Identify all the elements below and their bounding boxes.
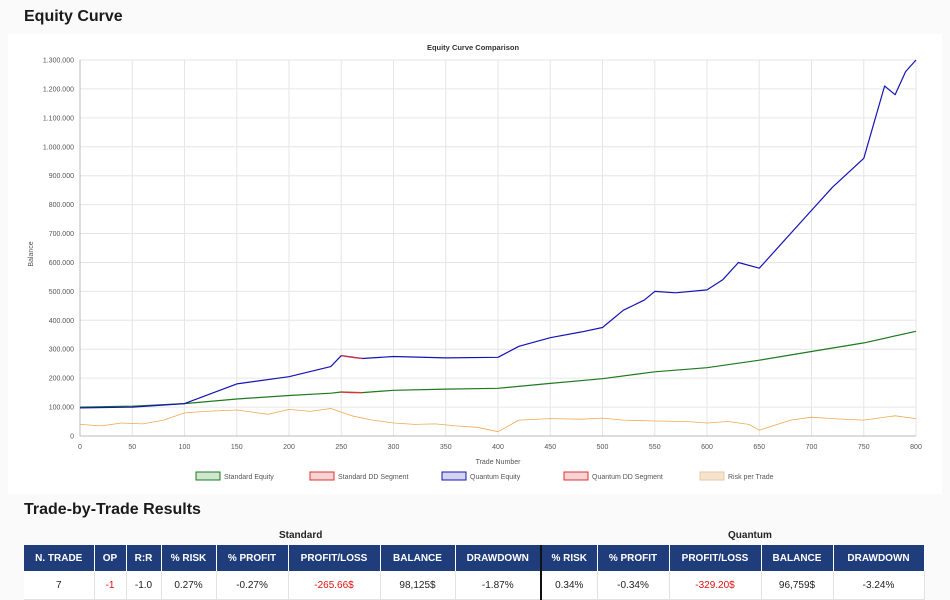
group-label-quantum: Quantum [728, 530, 772, 541]
legend-item[interactable]: Standard DD Segment [309, 471, 408, 481]
legend-swatch [563, 471, 589, 481]
legend-swatch [441, 471, 467, 481]
x-tick-label: 150 [231, 444, 243, 451]
table-row: 7 -1 -1.0 0.27% -0.27% -265.66$ 98,125$ -1.87% 0… [24, 571, 925, 600]
table-cell: -329.20$ [669, 571, 762, 600]
table-cell: 96,759$ [761, 571, 834, 600]
column-header: N. TRADE [24, 545, 95, 571]
equity-chart: 0 50 100 150 200 250 300 350 400 450 500 550 600 650 7… [28, 43, 922, 481]
legend-swatch [699, 471, 725, 481]
table-cell: 0.27% [161, 571, 217, 600]
y-tick-label: 300.000 [49, 347, 74, 354]
y-tick-label: 700.000 [49, 231, 74, 238]
column-header: % RISK [540, 545, 598, 571]
y-tick-label: 100.000 [49, 405, 74, 412]
legend-item[interactable]: Standard Equity [195, 471, 274, 481]
standard-equity-line [79, 330, 917, 408]
chart-title: Equity Curve Comparison [427, 43, 520, 52]
x-tick-label: 450 [544, 444, 556, 451]
column-header: BALANCE [380, 545, 456, 571]
column-header: BALANCE [761, 545, 834, 571]
legend-label: Quantum Equity [470, 474, 521, 481]
table-cell: 7 [24, 571, 95, 600]
legend-item[interactable]: Quantum DD Segment [563, 471, 663, 481]
chart-axes: 0 50 100 150 200 250 300 350 400 450 500 550 600 650 7… [43, 58, 922, 452]
y-tick-label: 600.000 [49, 260, 74, 267]
x-tick-label: 100 [179, 444, 191, 451]
y-tick-label: 0 [70, 434, 74, 441]
y-tick-label: 800.000 [49, 202, 74, 209]
column-header: PROFIT/LOSS [288, 545, 381, 571]
x-tick-label: 600 [701, 444, 713, 451]
table-header-row: N. TRADE OP R:R% RISK% PROFIT PROFIT/LOSS BA… [24, 545, 925, 571]
trade-results-table-wrap: Standard Quantum N. TRADE OP R:R% RISK% PR… [24, 528, 925, 600]
group-label-standard: Standard [279, 530, 323, 541]
y-axis-label: Balance [28, 241, 35, 266]
y-tick-label: 1.000.000 [43, 144, 74, 151]
y-tick-label: 200.000 [49, 376, 74, 383]
equity-chart-card: 0 50 100 150 200 250 300 350 400 450 500 550 600 650 7… [8, 34, 942, 494]
x-tick-label: 400 [492, 444, 504, 451]
equity-curve-heading: Equity Curve [24, 8, 123, 25]
y-tick-label: 1.100.000 [43, 115, 74, 122]
y-tick-label: 900.000 [49, 173, 74, 180]
table-cell: -0.27% [216, 571, 289, 600]
column-header: DRAWDOWN [455, 545, 542, 571]
table-cell: -0.34% [597, 571, 670, 600]
legend-label: Standard DD Segment [338, 474, 408, 481]
x-tick-label: 700 [806, 444, 818, 451]
table-cell: -1.0 [126, 571, 162, 600]
x-tick-label: 50 [128, 444, 136, 451]
chart-grid [79, 59, 917, 437]
column-header: R:R [126, 545, 162, 571]
legend-item[interactable]: Risk per Trade [699, 471, 774, 481]
x-tick-label: 250 [335, 444, 347, 451]
chart-series [79, 59, 917, 433]
x-tick-label: 750 [858, 444, 870, 451]
y-tick-label: 1.200.000 [43, 86, 74, 93]
standard-dd-segment-line [341, 391, 363, 394]
legend-swatch [309, 471, 335, 481]
column-header: DRAWDOWN [833, 545, 925, 571]
legend-label: Quantum DD Segment [592, 474, 663, 481]
risk-per-trade-line [79, 408, 917, 433]
legend-item[interactable]: Quantum Equity [441, 471, 521, 481]
x-tick-label: 500 [597, 444, 609, 451]
table-body: 7 -1 -1.0 0.27% -0.27% -265.66$ 98,125$ -1.87% 0… [24, 571, 925, 600]
x-tick-label: 300 [388, 444, 400, 451]
table-cell: -1.87% [455, 571, 542, 600]
y-tick-label: 1.300.000 [43, 58, 74, 65]
column-header: OP [94, 545, 127, 571]
table-cell: -3.24% [833, 571, 925, 600]
x-tick-label: 350 [440, 444, 452, 451]
column-header: % PROFIT [216, 545, 289, 571]
legend-swatch [195, 471, 221, 481]
x-tick-label: 550 [649, 444, 661, 451]
legend-label: Standard Equity [224, 474, 274, 481]
x-tick-label: 0 [78, 444, 82, 451]
y-tick-label: 500.000 [49, 289, 74, 296]
x-tick-label: 200 [283, 444, 295, 451]
x-tick-label: 800 [910, 444, 922, 451]
trade-results-heading: Trade-by-Trade Results [24, 501, 201, 518]
table-cell: 0.34% [540, 571, 598, 600]
x-axis-label: Trade Number [476, 459, 522, 466]
quantum-equity-line [79, 59, 917, 409]
table-group-header: Standard Quantum [24, 528, 924, 545]
trade-results-table: N. TRADE OP R:R% RISK% PROFIT PROFIT/LOSS BA… [24, 545, 925, 600]
table-cell: -265.66$ [288, 571, 381, 600]
chart-legend: Standard Equity Standard DD Segment Quantu… [195, 471, 774, 481]
table-cell: -1 [94, 571, 127, 600]
x-tick-label: 650 [753, 444, 765, 451]
column-header: % RISK [161, 545, 217, 571]
column-header: PROFIT/LOSS [669, 545, 762, 571]
legend-label: Risk per Trade [728, 474, 774, 481]
quantum-dd-segment-line [341, 355, 363, 360]
column-header: % PROFIT [597, 545, 670, 571]
table-cell: 98,125$ [380, 571, 456, 600]
y-tick-label: 400.000 [49, 318, 74, 325]
